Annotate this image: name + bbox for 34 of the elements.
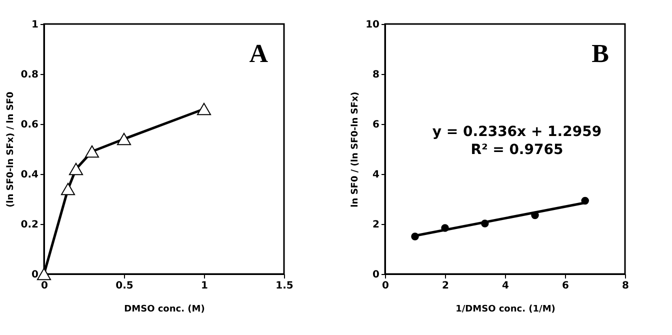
x-tick-label: 4 <box>502 280 510 292</box>
y-tick-label: 1 <box>32 20 39 30</box>
annotation: R² = 0.9765 <box>470 142 564 158</box>
point <box>116 132 132 146</box>
y-tick-label: 4 <box>372 170 380 180</box>
y-tick-label: 0 <box>32 270 39 280</box>
y-axis-title: ln SF0 / (ln SF0-ln SFx) <box>350 92 361 208</box>
annotation: y = 0.2336x + 1.2959 <box>432 124 602 140</box>
y-tick-label: 6 <box>372 120 380 130</box>
y-tick-label: 10 <box>366 20 380 30</box>
y-tick-label: 0 <box>372 270 380 280</box>
annotation: A <box>249 39 268 68</box>
annotation: B <box>592 39 609 68</box>
y-tick-label: 2 <box>372 220 380 230</box>
y-tick-label: 0.2 <box>20 220 39 230</box>
y-tick-label: 0.4 <box>20 170 39 180</box>
x-tick-label: 1 <box>201 280 208 292</box>
x-tick-label: 6 <box>562 280 570 292</box>
x-tick-label: 0.5 <box>116 280 134 292</box>
x-tick-label: 0 <box>382 280 390 292</box>
point <box>68 162 84 176</box>
x-tick-label: 8 <box>622 280 630 292</box>
y-axis-title: (ln SF0-ln SFx) / ln SF0 <box>6 92 16 208</box>
y-tick-label: 0.6 <box>20 120 39 130</box>
x-tick-label: 0 <box>41 280 48 292</box>
x-axis-title: 1/DMSO conc. (1/M) <box>456 304 556 314</box>
point <box>84 145 100 158</box>
x-tick-label: 2 <box>442 280 450 292</box>
y-tick-label: 8 <box>372 70 380 80</box>
point <box>60 182 76 196</box>
x-axis-title: DMSO conc. (M) <box>124 304 205 314</box>
y-tick-label: 0.8 <box>20 70 39 80</box>
x-tick-label: 1.5 <box>276 280 294 292</box>
point <box>196 102 212 116</box>
